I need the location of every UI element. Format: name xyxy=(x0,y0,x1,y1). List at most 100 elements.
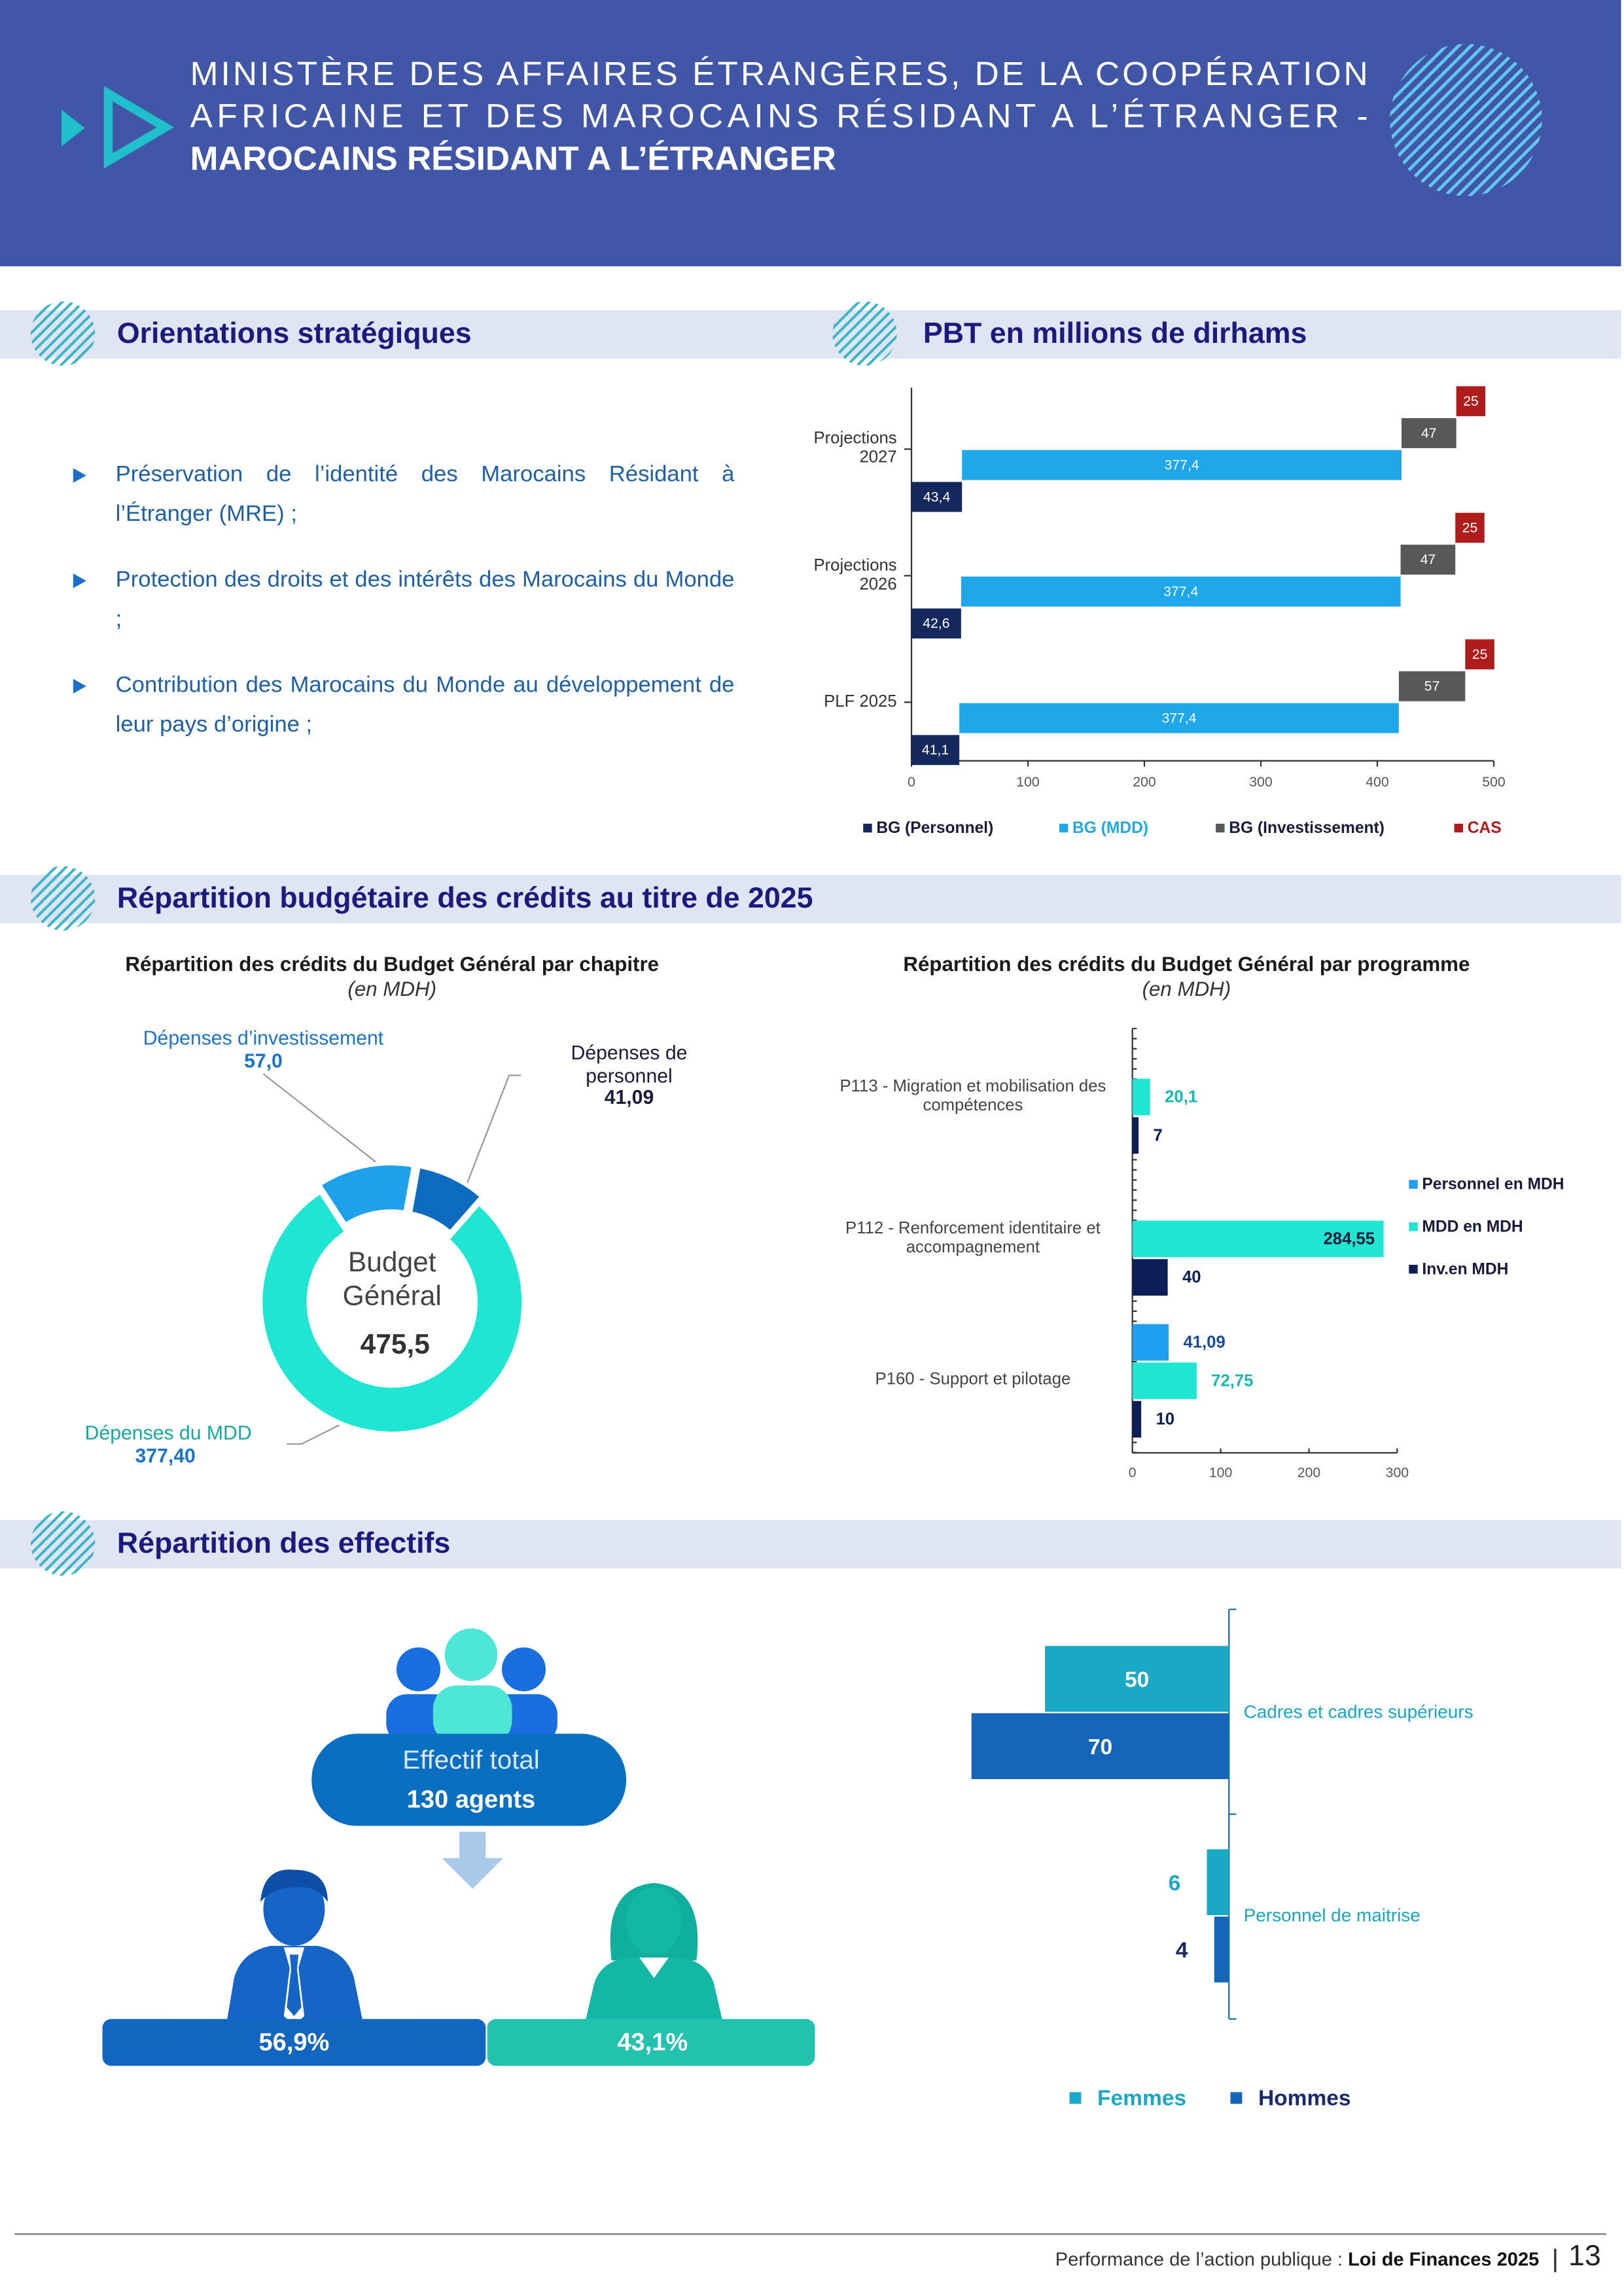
chart-title: Répartition des crédits du Budget Généra… xyxy=(903,953,1470,976)
value-label: 377,4 xyxy=(1165,457,1199,473)
bar-segment xyxy=(1456,386,1486,417)
x-tick-label: 200 xyxy=(1297,1464,1320,1480)
men-share-bar xyxy=(102,2019,486,2066)
value-label: 70 xyxy=(1088,1735,1112,1759)
x-tick-label: 400 xyxy=(1366,774,1388,790)
graphic-part xyxy=(639,1957,669,1979)
category-label: Cadres et cadres supérieurs xyxy=(1244,1702,1474,1722)
category-label: P160 - Support et pilotage xyxy=(875,1371,1071,1389)
value-label: 50 xyxy=(1125,1668,1149,1692)
legend-label: BG (MDD) xyxy=(1072,819,1148,837)
orientation-item: Préservation de l’identité des Marocains… xyxy=(115,462,735,527)
footer-label: Performance de l’action publique : xyxy=(1055,2249,1348,2270)
section-title: Orientations stratégiques xyxy=(117,317,472,349)
graphic-part xyxy=(444,1628,498,1682)
bar xyxy=(1207,1849,1229,1915)
bar-segment xyxy=(911,608,961,639)
graphic-part xyxy=(501,1647,546,1691)
value-label: 4 xyxy=(1176,1939,1188,1963)
chart-subtitle: (en MDH) xyxy=(347,978,436,1000)
category-label: Projections 2026 xyxy=(813,556,897,593)
men-share: 56,9% xyxy=(259,2029,330,2057)
slice-label: Dépenses de personnel xyxy=(571,1042,688,1087)
bar xyxy=(1132,1078,1150,1116)
bar xyxy=(1045,1646,1229,1712)
legend-swatch xyxy=(1230,2092,1243,2104)
value-label: 25 xyxy=(1462,520,1478,535)
section-icon xyxy=(832,301,897,366)
graphic-part xyxy=(263,1873,325,1946)
header-decoration xyxy=(1390,44,1542,196)
legend-swatch xyxy=(1409,1265,1418,1274)
leader-line xyxy=(465,1074,521,1189)
page-number: 13 xyxy=(1568,2240,1601,2272)
value-label: 7 xyxy=(1153,1126,1162,1144)
bar-segment xyxy=(962,450,1402,480)
legend-swatch xyxy=(1454,823,1463,833)
chart-title: Répartition des crédits du Budget Généra… xyxy=(125,953,659,976)
graphic-part xyxy=(396,1647,441,1691)
value-label: 25 xyxy=(1472,646,1488,662)
section-title: Répartition budgétaire des crédits au ti… xyxy=(117,882,813,914)
chart-subtitle: (en MDH) xyxy=(1142,978,1231,1000)
header-title: MAROCAINS RÉSIDANT A L’ÉTRANGER xyxy=(190,139,836,177)
value-label: 47 xyxy=(1421,425,1437,441)
bar xyxy=(1132,1259,1168,1296)
slice-value: 41,09 xyxy=(605,1087,654,1108)
bar-segment xyxy=(1465,639,1494,669)
header-band xyxy=(0,0,1621,266)
legend-label: Inv.en MDH xyxy=(1422,1260,1508,1278)
category-label: P113 - Migration et mobilisation des com… xyxy=(839,1077,1106,1115)
value-label: 40 xyxy=(1182,1268,1201,1286)
section-band xyxy=(0,1520,1621,1568)
section-band xyxy=(0,875,1621,923)
bar xyxy=(1214,1916,1229,1983)
bar xyxy=(1132,1401,1142,1438)
bullet xyxy=(73,468,86,483)
center-total: 475,5 xyxy=(361,1329,430,1360)
bullet xyxy=(73,679,86,694)
arrow xyxy=(442,1831,504,1889)
section-band xyxy=(0,310,1621,359)
bar xyxy=(1132,1117,1139,1154)
women-share: 43,1% xyxy=(617,2029,688,2057)
legend-swatch xyxy=(863,823,872,833)
bar-segment xyxy=(911,735,960,766)
value-label: 377,4 xyxy=(1161,710,1196,726)
x-tick-label: 100 xyxy=(1209,1464,1232,1480)
category-label: Personnel de maitrise xyxy=(1244,1905,1421,1926)
man-icon xyxy=(226,1869,363,2025)
woman-icon xyxy=(585,1882,723,2022)
value-label: 42,6 xyxy=(923,616,949,631)
value-label: 284,55 xyxy=(1323,1229,1375,1248)
leader-line xyxy=(262,1073,393,1176)
bar xyxy=(1132,1220,1384,1258)
people-icon xyxy=(386,1628,557,1744)
slice-label: Dépenses d’investissement xyxy=(143,1027,384,1050)
bar-segment xyxy=(1400,544,1456,575)
graphic-part xyxy=(626,1887,682,1955)
donut-slice xyxy=(258,1188,526,1436)
bar-segment xyxy=(959,703,1399,733)
value-label: 20,1 xyxy=(1165,1087,1197,1106)
x-tick-label: 100 xyxy=(1016,774,1039,790)
slice-value: 377,40 xyxy=(135,1445,196,1467)
total-value: 130 agents xyxy=(407,1786,535,1814)
legend-swatch xyxy=(1216,823,1225,833)
slice-label: Dépenses du MDD xyxy=(84,1422,252,1444)
orientation-item: Protection des droits et des intérêts de… xyxy=(115,567,735,632)
graphic-part xyxy=(260,1869,328,1902)
x-tick-label: 0 xyxy=(1129,1464,1137,1480)
section-icon xyxy=(30,301,96,366)
total-pill xyxy=(311,1733,627,1826)
footer-highlight: Loi de Finances 2025 xyxy=(1348,2249,1539,2270)
x-tick-label: 500 xyxy=(1482,774,1505,790)
graphic-part xyxy=(432,1685,512,1744)
x-tick-label: 300 xyxy=(1386,1464,1409,1480)
bar-segment xyxy=(911,482,962,512)
bar xyxy=(1132,1324,1169,1361)
category-label: PLF 2025 xyxy=(824,692,897,711)
total-label: Effectif total xyxy=(402,1745,539,1775)
